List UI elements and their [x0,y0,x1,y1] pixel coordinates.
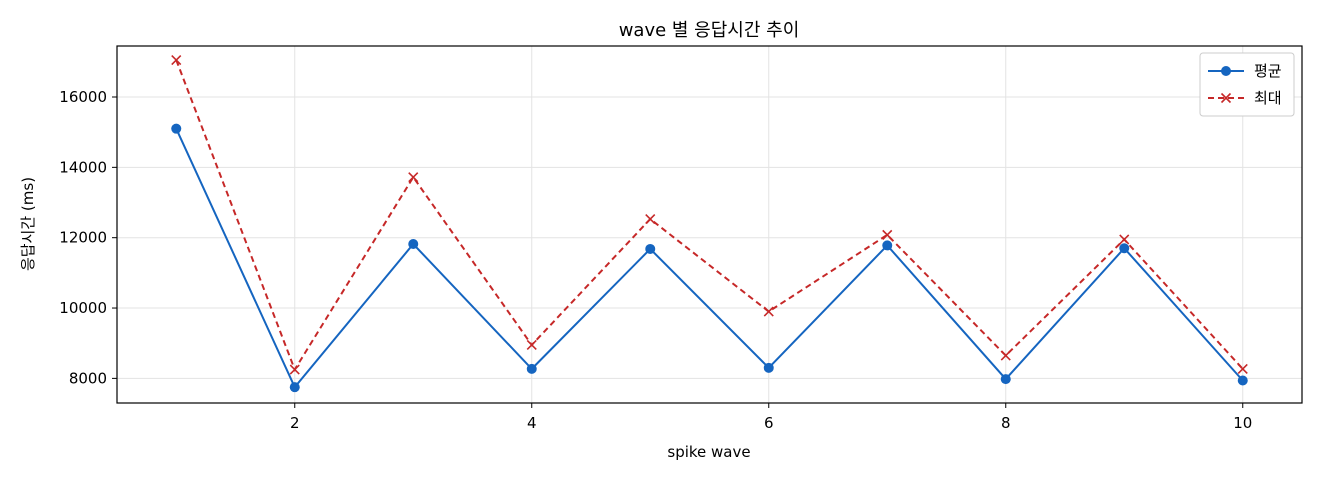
axis-ticks: 2 4 6 8 10 8000 10000 12000 14000 16000 [59,88,1252,432]
data-point [763,306,774,317]
legend-label: 최대 [1254,89,1282,107]
x-tick-label: 6 [764,414,774,432]
x-marker-stroke [1237,363,1248,374]
legend-entry: 최대 [1208,89,1282,107]
data-point [1237,363,1248,374]
data-point [1119,243,1130,254]
x-marker-stroke [882,229,893,240]
y-tick-label: 10000 [59,299,107,317]
data-point [171,123,182,134]
data-point [763,362,774,373]
legend-label: 평균 [1254,62,1282,80]
series-line [175,59,1244,372]
data-point [645,243,656,254]
data-point [882,240,893,251]
data-point [171,55,182,66]
y-tick-label: 12000 [59,229,107,247]
grid [117,46,1302,403]
x-marker-stroke [171,55,182,66]
data-point [526,363,537,374]
x-tick-label: 10 [1233,414,1252,432]
series-line [175,128,1244,390]
legend-swatch-marker [1220,92,1232,104]
x-marker-stroke [1119,234,1130,245]
y-tick-label: 16000 [59,88,107,106]
data-point [289,364,300,375]
x-marker-stroke [526,339,537,351]
x-tick-label: 8 [1001,414,1011,432]
data-point [1000,374,1011,385]
y-axis-label: 응답시간 (ms) [19,177,37,271]
data-point [408,239,419,250]
x-tick-label: 2 [290,414,300,432]
data-point [1000,350,1011,361]
y-tick-label: 14000 [59,158,107,176]
data-point [645,213,656,225]
data-point [408,172,419,183]
data-point [1237,375,1248,386]
x-marker-stroke [408,172,419,183]
x-marker-stroke [645,213,656,225]
x-marker-stroke [1220,92,1232,104]
series-max [171,55,1248,375]
data-point [1119,234,1130,245]
x-marker-stroke [289,364,300,375]
plot-area-frame [116,45,1303,404]
series-layer [171,55,1248,393]
x-marker-stroke [763,306,774,317]
data-point [289,382,300,393]
x-axis-label: spike wave [667,443,750,461]
legend-entry: 평균 [1208,62,1282,80]
series-mean [171,123,1248,393]
y-tick-label: 8000 [69,369,107,387]
data-point [882,229,893,240]
chart-title: wave 별 응답시간 추이 [619,20,800,41]
data-point [526,339,537,351]
x-marker-stroke [1000,350,1011,361]
legend-swatch-marker [1221,66,1231,76]
x-tick-label: 4 [527,414,537,432]
